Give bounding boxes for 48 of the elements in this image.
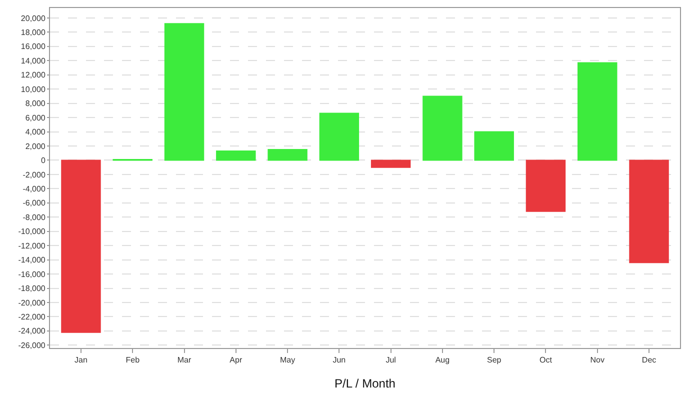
x-tick-label: Sep (486, 356, 502, 365)
y-tick-label: 18,000 (20, 28, 46, 37)
y-tick-label: -8,000 (22, 212, 46, 222)
x-tick-label: May (280, 356, 296, 365)
x-tick-label: Mar (177, 356, 192, 365)
y-tick-label: -22,000 (18, 312, 46, 322)
x-tick-label: Nov (590, 356, 604, 365)
x-tick-label: Jun (332, 356, 346, 365)
bar (578, 62, 618, 161)
y-tick-label: -2,000 (22, 170, 46, 180)
x-tick-label: Apr (230, 356, 242, 365)
y-tick-label: -4,000 (22, 184, 46, 194)
x-tick-label: Oct (540, 356, 553, 365)
y-tick-label: -24,000 (18, 326, 46, 336)
y-tick-label: 4,000 (25, 128, 46, 137)
x-axis-title: P/L / Month (334, 376, 396, 390)
bar (319, 112, 360, 161)
y-tick-label: 6,000 (25, 113, 46, 122)
x-tick-label: Aug (435, 356, 450, 365)
bar (474, 131, 514, 161)
y-tick-label: -16,000 (18, 270, 46, 279)
y-tick-label: 0 (40, 156, 46, 166)
bar (268, 149, 308, 161)
y-tick-label: 20,000 (20, 14, 46, 23)
y-tick-label: 10,000 (20, 84, 46, 94)
x-tick-label: Feb (126, 356, 140, 365)
bar (422, 96, 462, 161)
y-tick-label: -20,000 (18, 298, 46, 308)
y-tick-label: -10,000 (18, 227, 46, 236)
bar (61, 160, 101, 333)
x-tick-label: Jul (386, 356, 396, 365)
bar (370, 160, 411, 168)
y-tick-label: -6,000 (22, 198, 46, 208)
bar (526, 160, 566, 212)
y-tick-label: -12,000 (18, 241, 46, 250)
y-tick-label: -18,000 (18, 284, 46, 294)
x-tick-label: Jan (74, 356, 88, 365)
x-tick-label: Dec (642, 356, 656, 365)
bar (164, 23, 204, 161)
y-tick-label: 16,000 (20, 42, 46, 52)
y-tick-label: 2,000 (25, 142, 46, 151)
bar (629, 160, 669, 264)
y-tick-label: 8,000 (25, 99, 46, 108)
y-tick-label: -26,000 (18, 340, 46, 350)
bar (216, 150, 256, 161)
y-tick-label: 12,000 (20, 70, 46, 80)
y-tick-label: -14,000 (18, 256, 46, 265)
y-tick-label: 14,000 (20, 56, 46, 66)
